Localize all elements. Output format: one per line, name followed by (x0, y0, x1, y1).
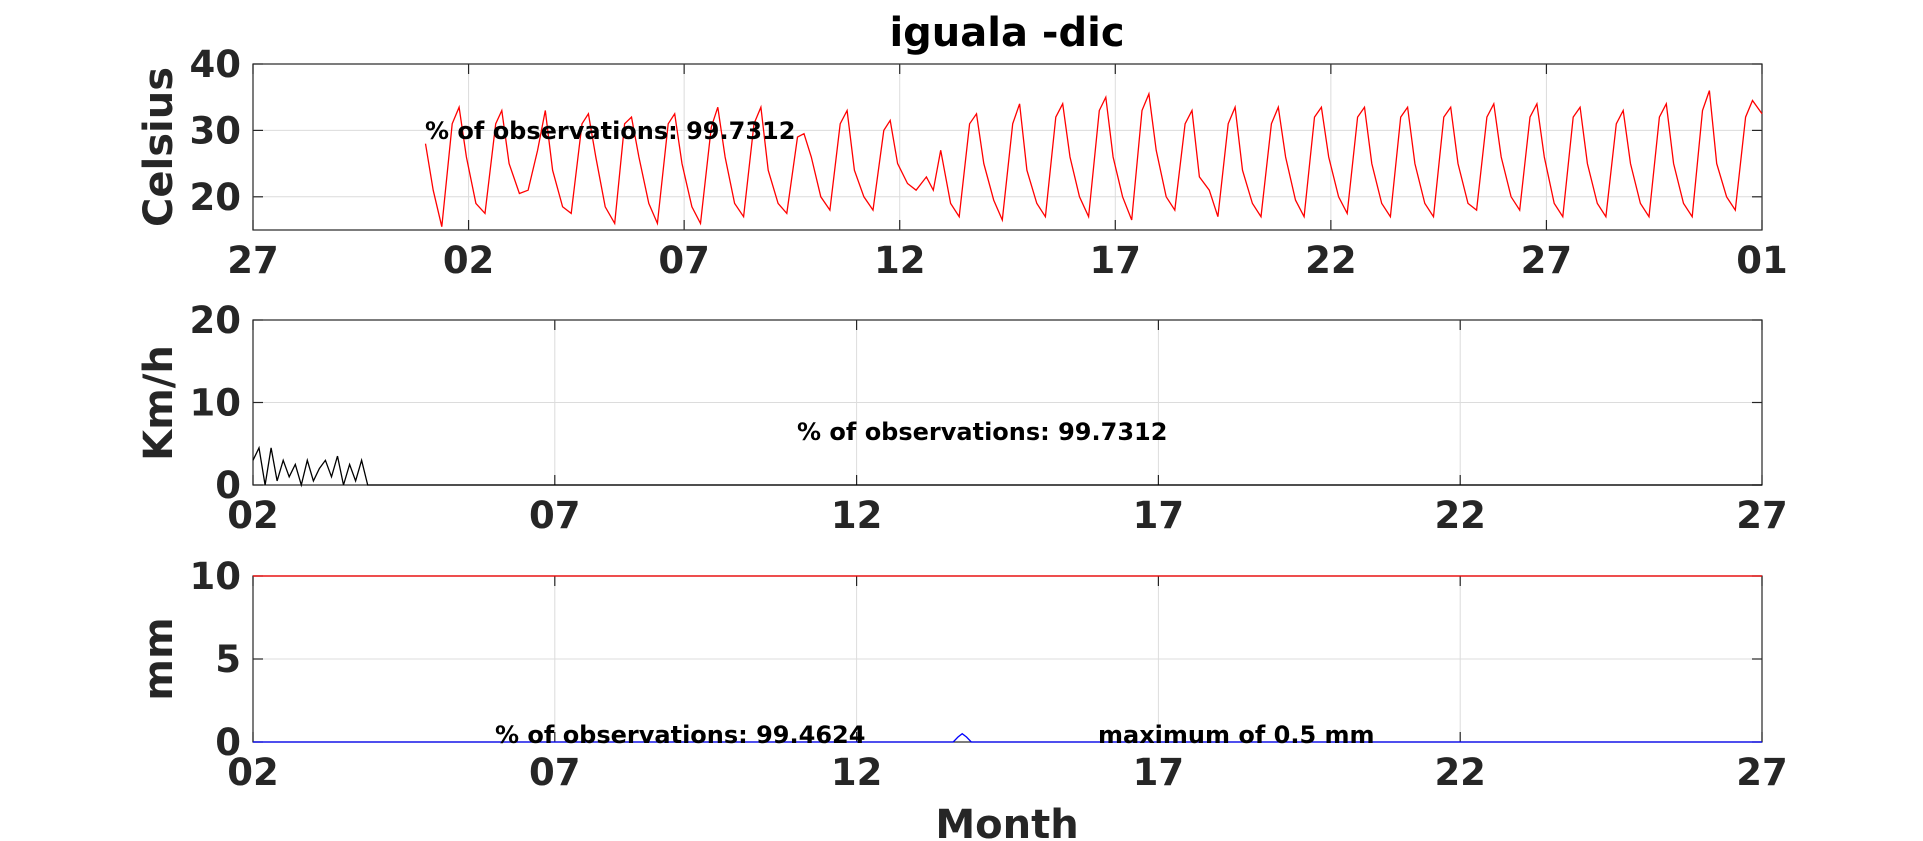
wind-x-tick-label: 07 (529, 494, 581, 537)
wind-x-tick-label: 12 (831, 494, 883, 537)
wind-annotation: % of observations: 99.7312 (797, 418, 1167, 446)
temperature-x-tick-label: 22 (1305, 239, 1357, 282)
precip-x-tick-label: 27 (1736, 751, 1788, 794)
wind-x-tick-label: 27 (1736, 494, 1788, 537)
precip-x-tick-label: 02 (227, 751, 279, 794)
precip-y-tick-label: 10 (190, 555, 242, 598)
wind-y-tick-label: 0 (215, 464, 241, 507)
wind-x-tick-label: 17 (1133, 494, 1185, 537)
wind-y-tick-label: 10 (190, 382, 242, 425)
temperature-series-line-0 (424, 90, 1763, 227)
temperature-annotation: % of observations: 99.7312 (425, 117, 795, 145)
temperature-x-tick-label: 27 (227, 239, 279, 282)
chart-title: iguala -dic (889, 10, 1124, 56)
temperature-x-tick-label: 07 (658, 239, 710, 282)
temperature-x-tick-label: 02 (443, 239, 495, 282)
temperature-x-tick-label: 12 (874, 239, 926, 282)
precip-x-tick-label: 17 (1133, 751, 1185, 794)
wind-series-line-0 (252, 445, 1762, 488)
temperature-y-tick-label: 30 (190, 109, 242, 152)
wind-y-tick-label: 20 (190, 299, 242, 342)
precip-x-tick-label: 22 (1434, 751, 1486, 794)
precip-x-tick-label: 07 (529, 751, 581, 794)
precip-annotation: % of observations: 99.4624 (495, 721, 865, 749)
wind-y-axis-label: Km/h (136, 345, 182, 461)
precip-series-line-1 (253, 732, 1762, 743)
precip-y-tick-label: 5 (215, 638, 241, 681)
precip-y-axis-label: mm (136, 617, 182, 700)
temperature-y-tick-label: 40 (190, 43, 242, 86)
x-axis-label: Month (935, 802, 1078, 841)
precip-annotation: maximum of 0.5 mm (1098, 721, 1375, 749)
wind-x-tick-label: 22 (1434, 494, 1486, 537)
temperature-x-tick-label: 01 (1736, 239, 1788, 282)
temperature-x-tick-label: 27 (1521, 239, 1573, 282)
temperature-y-axis-label: Celsius (136, 67, 182, 227)
wind-x-tick-label: 02 (227, 494, 279, 537)
precip-x-tick-label: 12 (831, 751, 883, 794)
temperature-y-tick-label: 20 (190, 176, 242, 219)
temperature-x-tick-label: 17 (1090, 239, 1142, 282)
temperature-plot-area (252, 63, 1763, 231)
precip-y-tick-label: 0 (215, 721, 241, 764)
